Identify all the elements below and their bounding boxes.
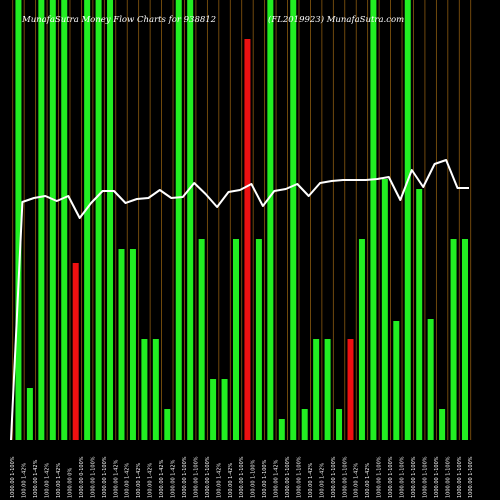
- x-tick-label: 1000.00 1-100%: [434, 456, 440, 498]
- x-tick-label: 1000.00 1-100%: [377, 456, 383, 498]
- x-tick-label: 1000.00 1-100%: [296, 456, 302, 498]
- bar: [49, 0, 56, 440]
- x-tick-label: 1000.00 1-100%: [388, 456, 394, 498]
- bar: [462, 239, 468, 440]
- x-tick-label: 1000.00 1-100%: [239, 456, 245, 498]
- bar: [267, 0, 274, 440]
- x-tick-label: 100.00 1-100%: [251, 459, 257, 498]
- bar: [129, 249, 136, 440]
- x-tick-label: 100.00 1-42%: [136, 463, 142, 498]
- bar: [152, 339, 159, 440]
- x-tick-label: 1000.00 1-100%: [193, 456, 199, 498]
- x-tick-label: 1000.00 1-100%: [10, 456, 16, 498]
- bar: [164, 409, 171, 440]
- x-tick-label: 1000.00 1-100%: [400, 456, 406, 498]
- bar: [381, 179, 388, 440]
- x-tick-label: 1000.00 1-42%: [159, 459, 165, 498]
- x-tick-label: 1000.00 1-100%: [102, 456, 108, 498]
- x-tick-label: 1000.00 1-42%: [33, 459, 39, 498]
- x-tick-label: 1000.00 1-100%: [285, 456, 291, 498]
- bar: [301, 409, 308, 440]
- x-tick-label: 100.00 1-42%: [125, 463, 131, 498]
- bar: [416, 189, 423, 440]
- x-tick-label: 1000.00 1-42%: [113, 459, 119, 498]
- bar: [187, 0, 194, 440]
- bar: [38, 0, 45, 440]
- bar: [26, 388, 33, 440]
- bar: [233, 239, 239, 440]
- bar: [255, 239, 262, 440]
- x-tick-label: 1000.00 1-100%: [331, 456, 337, 498]
- x-tick-label: 100.00 1-42%: [148, 463, 154, 498]
- bar: [439, 409, 446, 440]
- chart-title: MunafaSutra Money Flow Charts for 938812: [21, 15, 216, 25]
- bar: [175, 0, 182, 440]
- bar: [313, 339, 320, 440]
- x-tick-label: 100.00 1-42%: [228, 463, 234, 498]
- x-tick-label: 1000.00 1-100%: [457, 456, 463, 498]
- bar: [72, 263, 79, 440]
- bar: [107, 0, 114, 440]
- bar: [347, 339, 354, 440]
- bar: [95, 0, 102, 440]
- x-tick-label: 100.00 1-42%: [22, 463, 28, 498]
- bar: [84, 0, 91, 440]
- bar: [210, 379, 217, 440]
- money-flow-line: [10, 159, 469, 441]
- x-tick-label: 1000.00 1-100%: [468, 456, 474, 498]
- x-tick-label: 1000.00 0%: [67, 468, 73, 498]
- bar: [336, 409, 343, 440]
- x-tick-labels: 1000.00 1-100% 100.00 1-42% 1000.00 1-42% 1…: [10, 456, 474, 498]
- bar: [118, 249, 125, 440]
- x-tick-label: 1000.00 1-100%: [422, 456, 428, 498]
- x-tick-label: 1000.00 1-42%: [274, 459, 280, 498]
- x-tick-label: 1000.00 1-100%: [342, 456, 348, 498]
- bar: [15, 0, 22, 440]
- bar: [404, 0, 411, 440]
- x-tick-label: 100.00 1-42%: [365, 463, 371, 498]
- x-tick-label: 100.00 1-42%: [308, 463, 314, 498]
- x-tick-label: 100.00 1-42%: [45, 463, 51, 498]
- x-tick-label: 1000.00 1-100%: [182, 456, 188, 498]
- bar: [393, 321, 400, 440]
- bar: [370, 0, 377, 440]
- bar: [278, 419, 285, 440]
- x-tick-label: 100.00 1-42%: [319, 463, 325, 498]
- chart-subtitle: (FL2019923) MunafaSutra.com: [268, 14, 404, 25]
- x-tick-label: 1000.00 1-42%: [171, 459, 177, 498]
- bar: [221, 379, 228, 440]
- bar-series: [15, 0, 468, 440]
- x-tick-label: 100.00 1-42%: [56, 463, 62, 498]
- x-tick-label: 1000.00 1-100%: [90, 456, 96, 498]
- x-tick-label: 100.00 1-100%: [262, 459, 268, 498]
- bar: [358, 239, 365, 440]
- x-tick-label: 1000.00 1-100%: [411, 456, 417, 498]
- bar: [244, 39, 251, 440]
- bar: [290, 0, 297, 440]
- x-tick-label: 1000.00 1-100%: [445, 456, 451, 498]
- x-tick-label: 100.00 1-42%: [354, 463, 360, 498]
- bar: [61, 0, 68, 440]
- x-tick-label: 1000.00 1-100%: [205, 456, 211, 498]
- grid-lines: [12, 0, 472, 440]
- bar: [324, 339, 331, 440]
- x-tick-label: 1000.00 0-100%: [79, 456, 85, 498]
- x-tick-label: 100.00 1-42%: [216, 463, 222, 498]
- bar: [141, 339, 148, 440]
- bar: [427, 319, 434, 440]
- bar: [450, 239, 457, 440]
- bar: [198, 239, 205, 440]
